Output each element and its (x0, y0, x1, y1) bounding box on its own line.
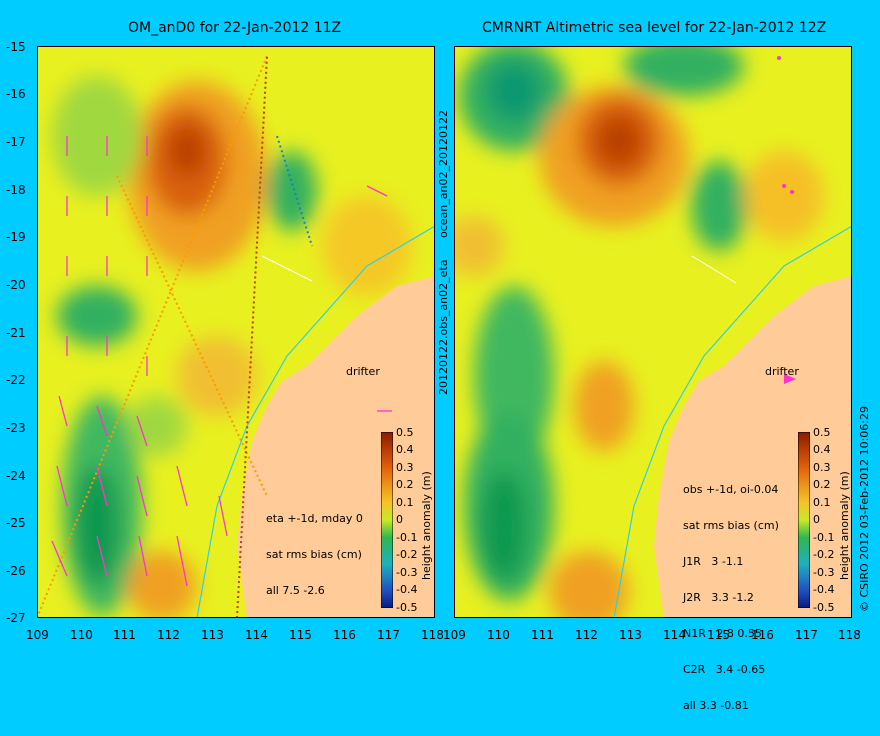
lat-tick: -24 (6, 469, 26, 483)
lat-tick: -19 (6, 230, 26, 244)
lat-tick: -25 (6, 516, 26, 530)
lat-tick: -16 (6, 87, 26, 101)
stats-line: all 7.5 -2.6 (266, 584, 325, 597)
lon-tick: 113 (619, 628, 642, 642)
lat-tick: -23 (6, 421, 26, 435)
drifter-label-left: drifter (346, 365, 380, 378)
lon-tick: 116 (333, 628, 356, 642)
credit-text: © CSIRO 2012 03-Feb-2012 10:06:29 (858, 406, 871, 612)
lon-tick: 118 (421, 628, 444, 642)
side-label-upper: ocean_an02_20120122 (437, 110, 450, 238)
colorbar-tick: -0.4 (813, 583, 835, 596)
lat-tick: -27 (6, 611, 26, 625)
lon-tick: 116 (751, 628, 774, 642)
left-colorbar-label: height anomaly (m) (420, 471, 433, 580)
left-map (37, 46, 435, 618)
lat-tick: -20 (6, 278, 26, 292)
lon-tick: 112 (575, 628, 598, 642)
lon-tick: 111 (113, 628, 136, 642)
colorbar-tick: 0.1 (813, 496, 831, 509)
right-stats-box: obs +-1d, oi-0.04 sat rms bias (cm) J1R … (683, 460, 779, 736)
lon-tick: 111 (531, 628, 554, 642)
colorbar-tick: 0 (396, 513, 403, 526)
lon-tick: 115 (707, 628, 730, 642)
colorbar-tick: -0.5 (813, 601, 835, 614)
lon-tick: 115 (289, 628, 312, 642)
stats-line: obs +-1d, oi-0.04 (683, 483, 779, 496)
depth-contour-left (196, 225, 435, 618)
colorbar-tick: 0.4 (813, 443, 831, 456)
right-map-frame (454, 46, 852, 618)
colorbar-tick: 0.3 (813, 461, 831, 474)
lon-tick: 113 (201, 628, 224, 642)
colorbar-tick: 0.2 (813, 478, 831, 491)
colorbar-tick: -0.5 (396, 601, 418, 614)
stats-line: J2R 3.3 -1.2 (683, 591, 754, 604)
right-map (454, 46, 852, 618)
colorbar-tick: -0.3 (396, 566, 418, 579)
colorbar-tick: -0.3 (813, 566, 835, 579)
lat-tick: -18 (6, 183, 26, 197)
lon-tick: 114 (663, 628, 686, 642)
lon-tick: 117 (795, 628, 818, 642)
drifter-marker-right (784, 374, 796, 384)
satellite-track-1 (37, 55, 268, 618)
lon-tick: 110 (70, 628, 93, 642)
current-vectors-left (51, 136, 392, 587)
colorbar-tick: 0.5 (813, 426, 831, 439)
lon-tick: 110 (487, 628, 510, 642)
lat-tick: -21 (6, 326, 26, 340)
stats-line: sat rms bias (cm) (683, 519, 779, 532)
colorbar-tick: 0.5 (396, 426, 414, 439)
right-colorbar-label: height anomaly (m) (838, 471, 851, 580)
stats-line: eta +-1d, mday 0 (266, 512, 363, 525)
left-panel-title: OM_anD0 for 22-Jan-2012 11Z (128, 20, 342, 36)
colorbar-tick: -0.2 (396, 548, 418, 561)
stats-line: all 3.3 -0.81 (683, 699, 749, 712)
colorbar-tick: 0.1 (396, 496, 414, 509)
side-label-lower: 20120122.obs_an02_eta (437, 259, 450, 395)
lat-tick: -17 (6, 135, 26, 149)
left-map-frame (37, 46, 435, 618)
lon-tick: 112 (157, 628, 180, 642)
lat-tick: -15 (6, 40, 26, 54)
colorbar-tick: 0.2 (396, 478, 414, 491)
stats-line: J1R 3 -1.1 (683, 555, 744, 568)
anomaly-field-right (454, 46, 824, 618)
satellite-track-2 (116, 175, 268, 497)
colorbar-tick: 0 (813, 513, 820, 526)
transect-line-right (691, 255, 737, 284)
left-colorbar (381, 432, 393, 608)
colorbar-tick: -0.1 (813, 531, 835, 544)
right-panel-title: CMRNRT Altimetric sea level for 22-Jan-2… (482, 20, 827, 36)
right-colorbar (798, 432, 810, 608)
lon-tick: 117 (377, 628, 400, 642)
transect-line-left (261, 255, 313, 282)
drifter-track-right (777, 56, 794, 194)
colorbar-tick: -0.2 (813, 548, 835, 561)
lon-tick: 118 (838, 628, 861, 642)
right-map-svg (454, 46, 852, 618)
satellite-track-4 (276, 135, 313, 247)
lon-tick: 114 (245, 628, 268, 642)
satellite-track-3 (236, 55, 268, 618)
lon-tick: 109 (443, 628, 466, 642)
colorbar-tick: 0.3 (396, 461, 414, 474)
stats-line: N1R 2.8 0.55 (683, 627, 762, 640)
stats-line: C2R 3.4 -0.65 (683, 663, 766, 676)
colorbar-tick: 0.4 (396, 443, 414, 456)
drifter-label-right: drifter (765, 365, 799, 378)
left-map-svg (37, 46, 435, 618)
stats-line: sat rms bias (cm) (266, 548, 362, 561)
colorbar-tick: -0.1 (396, 531, 418, 544)
depth-contour-right (613, 225, 852, 618)
left-stats-box: eta +-1d, mday 0 sat rms bias (cm) all 7… (266, 489, 363, 621)
lon-tick: 109 (26, 628, 49, 642)
lat-tick: -22 (6, 373, 26, 387)
colorbar-tick: -0.4 (396, 583, 418, 596)
lat-tick: -26 (6, 564, 26, 578)
figure: OM_anD0 for 22-Jan-2012 11Z (6, 20, 871, 712)
